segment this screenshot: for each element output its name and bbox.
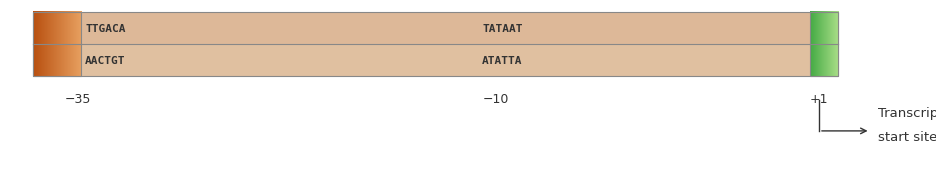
Bar [33,12,838,44]
Text: TATAAT: TATAAT [482,24,522,34]
Text: TTGACA: TTGACA [85,24,125,34]
Text: ATATTA: ATATTA [482,56,522,66]
Text: +1: +1 [810,94,828,106]
Bar [33,12,838,76]
Text: AACTGT: AACTGT [85,56,125,66]
Text: −10: −10 [483,94,509,106]
Bar [810,12,838,76]
Bar [33,44,838,76]
Text: −35: −35 [65,94,91,106]
Bar [33,12,81,76]
Text: start site: start site [878,131,936,144]
Text: Transcription: Transcription [878,107,936,120]
